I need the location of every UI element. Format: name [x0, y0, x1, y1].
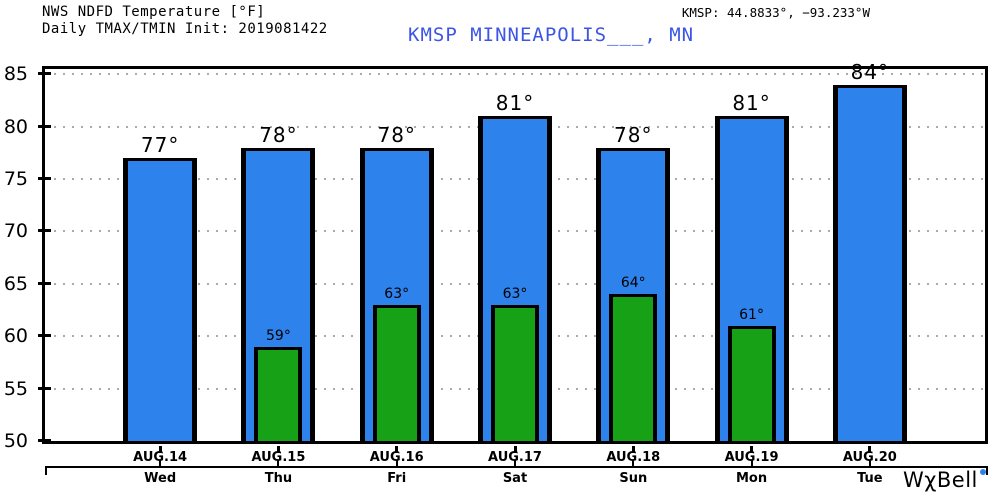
- weekday-label: Thu: [264, 471, 293, 486]
- weekday-tick: [395, 460, 398, 468]
- chart-title: NWS NDFD Temperature [°F]: [42, 4, 266, 20]
- tmax-value-label: 78°: [614, 122, 653, 147]
- weekday-axis-end-tick-left: [45, 466, 47, 475]
- tmax-bar: [832, 84, 907, 441]
- date-tick: [395, 446, 399, 453]
- tmax-value-label: 77°: [140, 133, 180, 158]
- y-tick-75: [38, 177, 51, 181]
- tmin-value-label: 61°: [739, 306, 764, 323]
- wxbell-logo: WχBell: [903, 468, 986, 492]
- bar-group-AUG.15: 78° 59°: [219, 69, 337, 441]
- bar-group-AUG.18: 78° 64°: [574, 69, 692, 441]
- bar-group-AUG.20: 84°: [811, 62, 929, 441]
- tmin-bar: [727, 325, 776, 441]
- date-label: AUG.20: [842, 450, 897, 465]
- y-tick-label: 65: [3, 272, 28, 295]
- y-tick-label: 55: [3, 377, 28, 400]
- weekday-label: Sat: [502, 471, 528, 486]
- bar-group-AUG.17: 81° 63°: [456, 69, 574, 441]
- tmax-value-label: 78°: [377, 122, 416, 147]
- station-coordinates: KMSP: 44.8833°, −93.233°W: [681, 5, 870, 20]
- wxbell-logo-degree-icon: [979, 469, 986, 475]
- tmax-value-label: 78°: [259, 122, 298, 147]
- tmin-bar: [609, 294, 658, 441]
- date-tick: [631, 446, 635, 453]
- date-label: AUG.16: [369, 450, 424, 465]
- y-tick-label: 75: [3, 168, 28, 191]
- gridline-85: [45, 73, 985, 76]
- bar-group-AUG.16: 78° 63°: [338, 69, 456, 441]
- date-label: AUG.17: [488, 450, 542, 465]
- wxbell-logo-text: WχBell: [903, 468, 978, 492]
- tmax-value-label: 84°: [850, 59, 890, 84]
- date-tick: [868, 446, 872, 453]
- date-tick: [158, 446, 162, 453]
- weekday-tick: [868, 460, 871, 468]
- weekday-label: Tue: [857, 471, 883, 486]
- y-tick-label: 85: [3, 63, 28, 86]
- tmin-value-label: 64°: [620, 275, 646, 292]
- date-label: AUG.15: [251, 450, 306, 465]
- station-name: KMSP MINNEAPOLIS___, MN: [408, 24, 695, 46]
- tmin-bar: [372, 304, 421, 441]
- y-tick-label: 50: [3, 430, 28, 452]
- date-label: AUG.18: [606, 450, 661, 465]
- y-tick-85: [38, 72, 51, 76]
- weekday-label: Sun: [619, 471, 648, 486]
- chart-subtitle: Daily TMAX/TMIN Init: 2019081422: [42, 21, 328, 37]
- y-tick-55: [38, 386, 51, 390]
- weekday-axis-end-tick-right: [986, 466, 988, 475]
- y-tick-70: [38, 229, 51, 233]
- weekday-label: Fri: [387, 471, 407, 486]
- tmax-value-label: 81°: [732, 91, 771, 116]
- tmax-bar: [123, 158, 198, 441]
- tmin-bar: [254, 346, 303, 441]
- date-label: AUG.14: [133, 450, 188, 465]
- y-tick-80: [38, 124, 51, 128]
- date-tick: [513, 446, 517, 453]
- plot-area: 77° 78° 59° 78° 63° 81° 63° 78° 64° 81° 61° 84°: [42, 62, 988, 444]
- date-tick: [276, 446, 280, 453]
- y-tick-label: 80: [3, 115, 28, 138]
- tmin-bar: [490, 304, 539, 441]
- bar-group-AUG.14: 77°: [101, 69, 219, 441]
- tmin-value-label: 59°: [266, 327, 291, 344]
- weekday-tick: [159, 460, 162, 468]
- y-tick-60: [38, 334, 51, 338]
- tmax-value-label: 81°: [495, 91, 535, 116]
- weekday-axis-line: [45, 466, 988, 468]
- y-tick-label: 70: [3, 220, 28, 243]
- y-tick-50: [38, 439, 51, 442]
- weekday-tick: [632, 460, 635, 468]
- weekday-tick: [514, 460, 516, 468]
- weekday-tick: [277, 460, 280, 468]
- x-axis: AUG.14 Wed AUG.15 Thu AUG.16 Fri AUG.17 Sat AUG.…: [0, 444, 1000, 500]
- y-tick-65: [38, 281, 51, 285]
- date-tick: [750, 446, 754, 453]
- plot-inner: 77° 78° 59° 78° 63° 81° 63° 78° 64° 81° 61° 84°: [45, 62, 985, 441]
- date-label: AUG.19: [724, 450, 779, 465]
- y-tick-label: 60: [3, 325, 28, 348]
- tmin-value-label: 63°: [502, 285, 528, 302]
- weekday-label: Mon: [736, 471, 768, 486]
- weekday-tick: [750, 460, 753, 468]
- bar-group-AUG.19: 81° 61°: [692, 69, 810, 441]
- tmin-value-label: 63°: [384, 285, 410, 302]
- weekday-label: Wed: [144, 471, 177, 486]
- y-axis: 50 55 60 65 70 75 80 85: [0, 64, 51, 451]
